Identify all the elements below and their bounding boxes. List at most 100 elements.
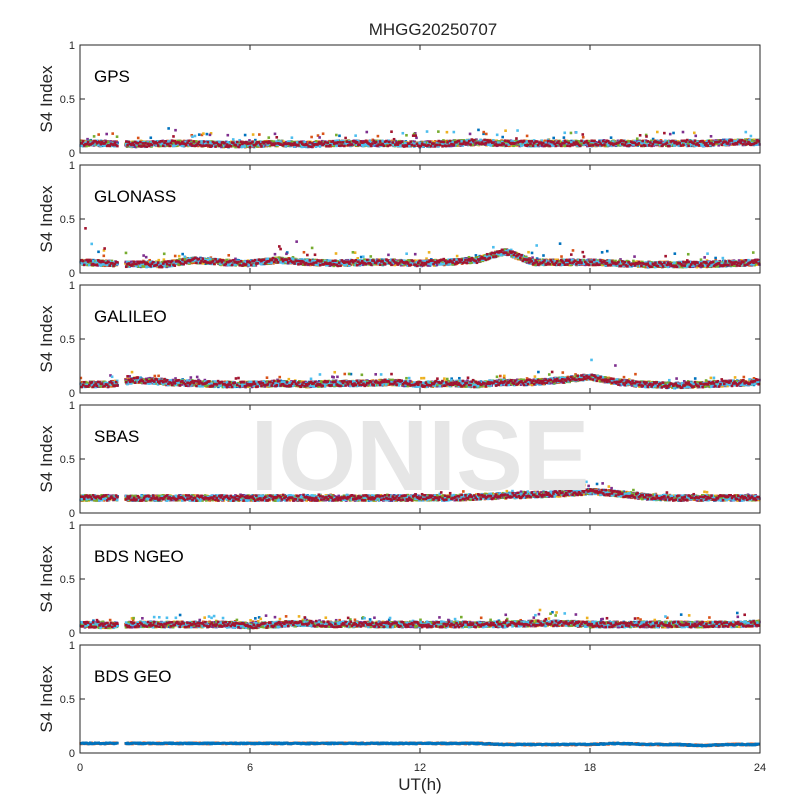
data-point: [566, 144, 569, 147]
data-point: [607, 144, 610, 147]
data-point: [469, 143, 472, 146]
data-point: [445, 145, 448, 148]
data-point: [482, 131, 485, 134]
data-point: [198, 133, 201, 136]
data-point: [581, 133, 584, 136]
data-point: [203, 140, 206, 143]
data-point: [440, 140, 443, 143]
data-point: [528, 140, 531, 143]
data-point: [485, 142, 488, 145]
data-point: [436, 144, 439, 147]
data-point: [563, 136, 566, 139]
data-point: [149, 136, 152, 139]
data-point: [597, 144, 600, 147]
data-point: [383, 144, 386, 147]
data-point: [205, 144, 208, 147]
data-point: [590, 139, 593, 142]
y-axis-label: S4 Index: [37, 65, 56, 133]
data-point: [393, 138, 396, 141]
data-point: [743, 140, 746, 143]
data-point: [460, 140, 463, 143]
data-point: [356, 141, 359, 144]
data-point: [335, 252, 338, 255]
data-point: [536, 140, 539, 143]
data-point: [198, 141, 201, 144]
data-point: [386, 145, 389, 148]
data-point: [694, 135, 697, 138]
data-point: [629, 144, 632, 147]
data-point: [504, 129, 507, 132]
data-point: [310, 136, 313, 139]
data-point: [370, 145, 373, 148]
data-point: [485, 133, 488, 136]
data-point: [479, 139, 482, 142]
data-point: [534, 145, 537, 148]
data-point: [358, 144, 361, 147]
data-point: [365, 131, 368, 134]
data-point: [156, 142, 159, 145]
data-point: [227, 254, 230, 257]
data-point: [750, 135, 753, 138]
data-point: [514, 142, 517, 145]
data-point: [97, 133, 100, 136]
data-point: [682, 144, 685, 147]
data-point: [687, 144, 690, 147]
data-point: [742, 143, 745, 146]
data-point: [641, 140, 644, 143]
data-point: [405, 134, 408, 137]
data-point: [741, 139, 744, 142]
data-point: [601, 251, 604, 254]
data-point: [697, 144, 700, 147]
data-point: [646, 140, 649, 143]
data-point: [324, 141, 327, 144]
data-point: [140, 145, 143, 148]
data-point: [206, 133, 209, 136]
data-point: [579, 145, 582, 148]
data-point: [587, 142, 590, 145]
data-point: [310, 145, 313, 148]
data-point: [390, 130, 393, 133]
data-point: [606, 250, 609, 253]
data-point: [530, 140, 533, 143]
data-point: [552, 137, 555, 140]
data-point: [343, 145, 346, 148]
data-point: [504, 139, 507, 142]
y-tick-label: 1: [69, 40, 75, 52]
data-point: [563, 132, 566, 135]
data-point: [681, 140, 684, 143]
data-point: [458, 140, 461, 143]
data-point: [133, 144, 136, 147]
data-point: [145, 145, 148, 148]
data-point: [477, 129, 480, 132]
data-point: [744, 131, 747, 134]
data-point: [694, 139, 697, 142]
y-tick-label: 0: [69, 148, 75, 160]
data-point: [453, 131, 456, 134]
data-point: [385, 140, 388, 143]
data-point: [412, 134, 415, 137]
data-point: [559, 242, 562, 245]
data-point: [570, 132, 573, 135]
data-point: [620, 140, 623, 143]
data-point: [731, 139, 734, 142]
data-point: [82, 140, 85, 143]
data-point: [727, 142, 730, 145]
data-point: [202, 145, 205, 148]
data-point: [171, 139, 174, 142]
data-point: [348, 141, 351, 144]
data-point: [602, 140, 605, 143]
data-point: [516, 129, 519, 132]
data-point: [625, 141, 628, 144]
data-point: [496, 134, 499, 137]
data-point: [291, 136, 294, 139]
data-point: [309, 141, 312, 144]
data-point: [371, 142, 374, 145]
data-point: [593, 140, 596, 143]
data-point: [143, 145, 146, 148]
data-point: [420, 145, 423, 148]
data-point: [325, 145, 328, 148]
data-point: [624, 144, 627, 147]
data-point: [686, 139, 689, 142]
data-point: [235, 144, 238, 147]
